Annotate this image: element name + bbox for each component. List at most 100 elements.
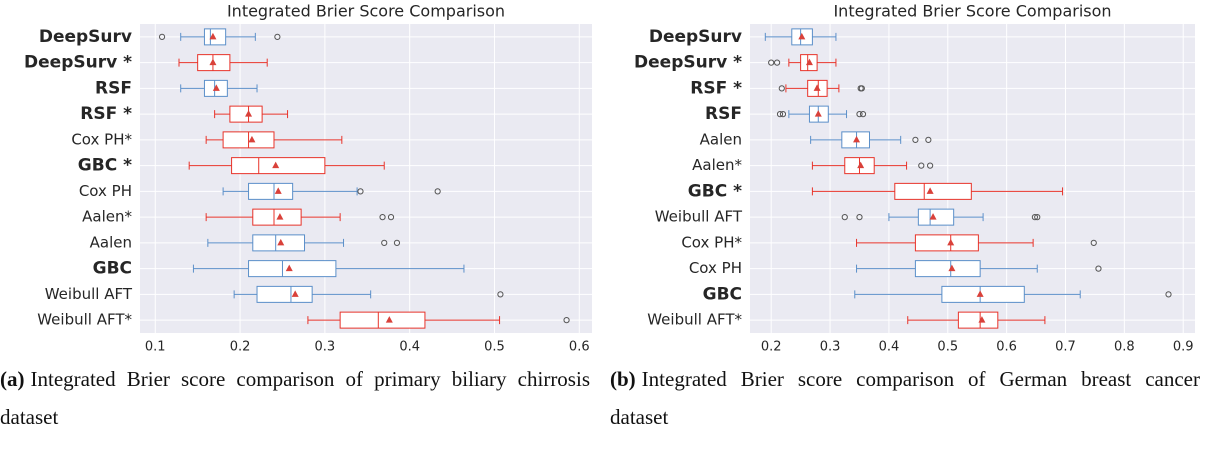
- outlier: [497, 291, 504, 298]
- outlier: [393, 239, 401, 246]
- x-tick-label: 0.2: [761, 340, 782, 355]
- x-tick-label: 0.7: [1055, 340, 1076, 355]
- x-tick-label: 0.3: [315, 340, 336, 355]
- y-tick-label: Weibull AFT: [655, 208, 743, 226]
- box: [914, 260, 981, 278]
- x-tick-label: 0.6: [569, 340, 590, 355]
- mean-marker: [929, 213, 937, 220]
- outlier: [779, 111, 787, 118]
- outlier: [379, 214, 386, 221]
- mean-marker: [857, 161, 865, 169]
- outlier: [925, 136, 932, 143]
- y-tick-label: RSF *: [80, 104, 132, 124]
- caption-b: (b) Integrated Brier score comparison of …: [610, 360, 1200, 436]
- x-tick-label: 0.4: [399, 340, 420, 355]
- y-tick-label: GBC *: [688, 181, 742, 201]
- x-tick-label: 0.8: [1114, 340, 1135, 355]
- y-tick-label: DeepSurv *: [24, 53, 132, 73]
- mean-marker: [813, 84, 821, 91]
- y-tick-label: RSF *: [690, 78, 742, 98]
- mean-marker: [285, 264, 293, 272]
- box: [252, 208, 302, 226]
- y-tick-label: RSF: [95, 78, 132, 98]
- outlier: [927, 162, 934, 169]
- x-tick-label: 0.1: [145, 340, 166, 355]
- outlier: [859, 111, 867, 118]
- outlier: [856, 111, 863, 118]
- box: [248, 182, 294, 200]
- box: [231, 157, 326, 175]
- y-tick-label: Weibull AFT*: [37, 311, 132, 329]
- mean-marker: [853, 135, 861, 143]
- y-tick-label: DeepSurv: [649, 27, 742, 47]
- x-tick-label: 0.6: [996, 340, 1017, 355]
- outlier: [274, 33, 281, 40]
- mean-marker: [926, 187, 934, 194]
- mean-marker: [277, 238, 285, 246]
- y-tick-label: Weibull AFT: [45, 285, 133, 303]
- mean-marker: [276, 213, 284, 220]
- y-tick-label: RSF: [705, 104, 742, 124]
- y-tick-label: Aalen*: [692, 156, 742, 174]
- mean-marker: [209, 32, 217, 40]
- mean-marker: [274, 187, 282, 194]
- caption-label: (b): [610, 367, 636, 391]
- plot-area: [140, 24, 592, 333]
- outlier: [1095, 265, 1102, 272]
- mean-marker: [245, 110, 253, 117]
- caption-a: (a) Integrated Brier score comparison of …: [0, 360, 590, 436]
- mean-marker: [948, 264, 956, 272]
- caption-text: Integrated Brier score comparison of pri…: [0, 367, 590, 429]
- outlier: [357, 188, 364, 195]
- outlier: [858, 85, 865, 92]
- y-tick-label: Cox PH*: [681, 233, 742, 251]
- mean-marker: [209, 58, 217, 66]
- outlier: [856, 214, 863, 221]
- y-tick-label: GBC: [703, 284, 742, 304]
- outlier: [158, 33, 166, 40]
- outlier: [776, 111, 784, 118]
- outlier: [381, 239, 388, 246]
- mean-marker: [978, 316, 986, 323]
- y-tick-label: Aalen*: [82, 208, 132, 226]
- outlier: [773, 59, 781, 66]
- box: [248, 260, 337, 278]
- mean-marker: [805, 58, 813, 66]
- outlier: [912, 136, 919, 143]
- box: [894, 182, 972, 200]
- outlier: [1034, 214, 1041, 221]
- y-tick-label: Weibull AFT*: [647, 311, 742, 329]
- y-tick-label: DeepSurv: [39, 27, 132, 47]
- outlier: [1090, 239, 1097, 246]
- outlier: [1165, 291, 1172, 298]
- y-tick-label: DeepSurv *: [634, 53, 742, 73]
- mean-marker: [947, 238, 955, 246]
- y-tick-label: Cox PH: [79, 182, 132, 200]
- outlier: [387, 214, 395, 221]
- chart-title: Integrated Brier Score Comparison: [833, 2, 1111, 21]
- box: [914, 234, 979, 252]
- caption-label: (a): [0, 367, 25, 391]
- outlier: [918, 162, 925, 169]
- mean-marker: [248, 135, 256, 143]
- box: [941, 285, 1025, 303]
- mean-marker: [272, 161, 280, 169]
- mean-marker: [212, 84, 220, 91]
- outlier: [778, 85, 785, 92]
- x-tick-label: 0.2: [230, 340, 251, 355]
- x-tick-label: 0.9: [1173, 340, 1194, 355]
- box: [339, 311, 426, 329]
- box: [957, 311, 999, 329]
- y-tick-label: Cox PH: [689, 259, 742, 277]
- outlier: [768, 59, 775, 66]
- mean-marker: [798, 32, 806, 40]
- y-tick-label: GBC: [93, 259, 132, 279]
- chart-title: Integrated Brier Score Comparison: [227, 2, 505, 21]
- outlier: [1031, 214, 1038, 221]
- outlier: [434, 188, 441, 195]
- x-tick-label: 0.4: [879, 340, 900, 355]
- figure: Integrated Brier Score Comparison 0.1 0.2 0…: [24, 2, 1195, 355]
- outlier: [563, 317, 570, 324]
- plot-area: [750, 24, 1195, 333]
